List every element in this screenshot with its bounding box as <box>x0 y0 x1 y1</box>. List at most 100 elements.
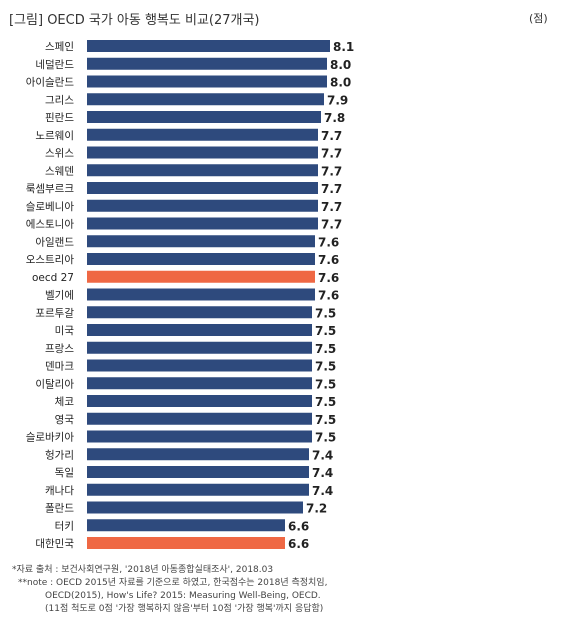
bar <box>87 146 318 159</box>
bar-row: 스위스 7.7 <box>45 146 342 161</box>
value-label: 7.5 <box>315 306 336 320</box>
bar-row: 슬로바키아 7.5 <box>26 430 336 445</box>
category-label: 프랑스 <box>45 343 74 355</box>
value-label: 7.6 <box>318 271 339 285</box>
category-label: 노르웨이 <box>35 130 74 142</box>
bar-row: 덴마크 7.5 <box>45 359 336 374</box>
category-label: 오스트리아 <box>26 254 75 266</box>
category-label: 폴란드 <box>45 503 74 515</box>
bar <box>87 395 312 407</box>
value-label: 7.5 <box>315 395 336 409</box>
bar <box>87 182 318 194</box>
category-label: 에스토니아 <box>26 219 75 231</box>
bar <box>87 483 309 496</box>
bar <box>87 519 285 532</box>
value-label: 7.7 <box>321 129 342 143</box>
bar <box>87 111 321 123</box>
bar-row: 아일랜드 7.6 <box>35 235 339 249</box>
value-label: 7.6 <box>318 289 339 303</box>
category-label: 캐나다 <box>45 485 74 497</box>
chart-title: [그림] OECD 국가 아동 행복도 비교(27개국) <box>9 13 260 28</box>
value-label: 7.5 <box>315 324 336 338</box>
reference-note: OECD(2015), How's Life? 2015: Measuring … <box>45 591 321 601</box>
category-label: 헝가리 <box>45 449 74 461</box>
bar <box>87 57 327 70</box>
highlighted-bar <box>87 537 285 549</box>
bar <box>87 412 312 425</box>
unit-label: (점) <box>529 12 548 25</box>
category-label: 슬로베니아 <box>26 201 75 213</box>
value-label: 7.8 <box>324 111 345 125</box>
scale-note: (11점 척도로 0점 '가장 행복하지 않음'부터 10점 '가장 행복'까지… <box>45 604 324 614</box>
value-label: 7.6 <box>318 253 339 267</box>
bar-row: 독일 7.4 <box>55 466 333 480</box>
category-label: 체코 <box>55 396 75 408</box>
bar <box>87 199 318 212</box>
bar-row: 헝가리 7.4 <box>45 448 333 462</box>
bar <box>87 448 309 461</box>
category-label: oecd 27 <box>32 272 74 284</box>
bar <box>87 324 312 336</box>
category-label: 이탈리아 <box>35 377 74 390</box>
value-label: 8.0 <box>330 58 351 72</box>
category-label: 아일랜드 <box>35 235 74 248</box>
bar <box>87 253 315 265</box>
value-label: 8.1 <box>333 40 354 54</box>
bar-row: 핀란드 7.8 <box>45 111 345 125</box>
bar-row: 프랑스 7.5 <box>45 341 336 356</box>
bar <box>87 306 312 319</box>
category-label: 포르투갈 <box>35 306 74 319</box>
bar <box>87 164 318 177</box>
method-note: **note : OECD 2015년 자료를 기준으로 하였고, 한국점수는 … <box>18 578 328 588</box>
bar <box>87 288 315 301</box>
bar-row: 슬로베니아 7.7 <box>26 199 342 214</box>
bar <box>87 217 318 230</box>
bar-row: 터키 6.6 <box>55 519 309 533</box>
bar-row: 대한민국 6.6 <box>35 537 309 551</box>
bar-row: 스페인 8.1 <box>45 40 354 54</box>
value-label: 7.2 <box>306 502 327 516</box>
bar-row: 체코 7.5 <box>55 395 336 409</box>
bar-row: 포르투갈 7.5 <box>35 306 336 320</box>
value-label: 7.5 <box>315 377 336 391</box>
highlighted-bar <box>87 270 315 283</box>
category-label: 스웨덴 <box>45 165 74 177</box>
category-label: 아이슬란드 <box>26 77 75 89</box>
bar-row: 네덜란드 8.0 <box>35 57 351 72</box>
bar-row: 아이슬란드 8.0 <box>26 75 351 90</box>
bar-row: 이탈리아 7.5 <box>35 377 336 391</box>
category-label: 룩셈부르크 <box>26 183 75 195</box>
bar-row: oecd 27 7.6 <box>32 270 339 285</box>
value-label: 7.9 <box>327 93 348 107</box>
value-label: 6.6 <box>288 537 309 551</box>
value-label: 7.5 <box>315 413 336 427</box>
bar <box>87 40 330 52</box>
category-label: 터키 <box>55 520 74 532</box>
bar <box>87 75 327 88</box>
bar <box>87 235 315 248</box>
category-label: 스페인 <box>45 41 74 53</box>
bar-chart: 스페인 8.1 네덜란드 8.0 아이슬란드 8.0 그리스 7.9 핀란드 7.8 노르웨이 7.7… <box>26 40 354 551</box>
bar <box>87 128 318 141</box>
value-label: 7.5 <box>315 431 336 445</box>
category-label: 대한민국 <box>35 538 74 550</box>
value-label: 7.7 <box>321 218 342 232</box>
category-label: 그리스 <box>45 94 74 106</box>
category-label: 핀란드 <box>45 112 74 124</box>
value-label: 7.5 <box>315 360 336 374</box>
value-label: 7.4 <box>312 466 333 480</box>
bar <box>87 93 324 106</box>
bar <box>87 430 312 443</box>
category-label: 슬로바키아 <box>26 432 75 444</box>
category-label: 영국 <box>55 414 75 426</box>
value-label: 7.5 <box>315 342 336 356</box>
chart-notes: *자료 출처 : 보건사회연구원, '2018년 아동종합실태조사', 2018… <box>12 564 327 616</box>
value-label: 7.7 <box>321 164 342 178</box>
bar <box>87 341 312 354</box>
source-note: *자료 출처 : 보건사회연구원, '2018년 아동종합실태조사', 2018… <box>12 565 274 575</box>
bar-row: 룩셈부르크 7.7 <box>26 182 342 196</box>
bar-row: 미국 7.5 <box>55 324 336 338</box>
bar-row: 노르웨이 7.7 <box>35 128 342 143</box>
bar <box>87 466 309 478</box>
bar-row: 영국 7.5 <box>55 412 336 427</box>
